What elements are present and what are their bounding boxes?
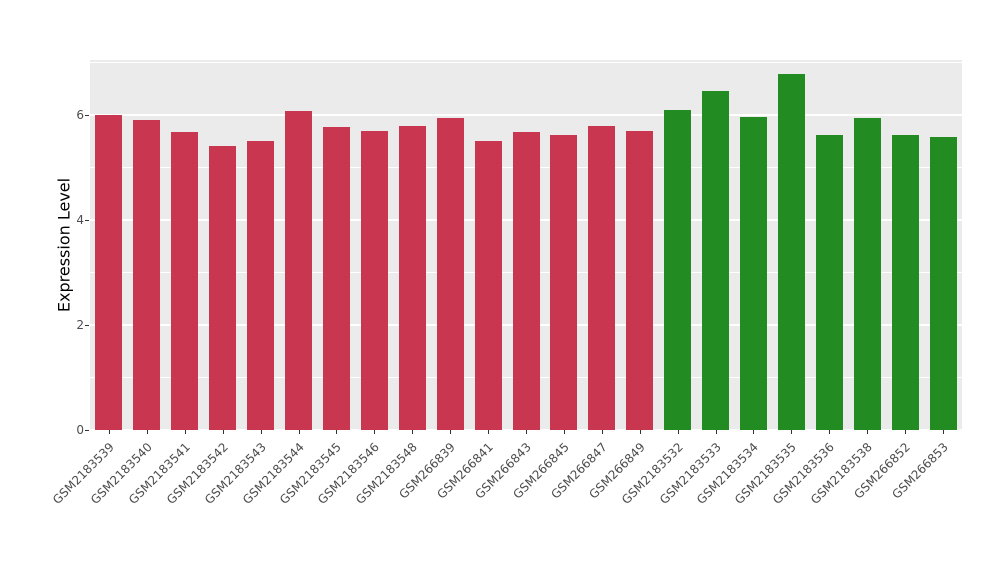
bar — [854, 118, 881, 430]
x-tick-mark — [109, 430, 110, 434]
x-tick-mark — [602, 430, 603, 434]
bar — [171, 132, 198, 430]
y-tick-label: 4 — [76, 213, 84, 228]
bar — [740, 117, 767, 430]
bar — [664, 110, 691, 430]
x-tick-mark — [829, 430, 830, 434]
bar — [778, 74, 805, 430]
x-tick-mark — [716, 430, 717, 434]
x-tick-mark — [374, 430, 375, 434]
x-tick-mark — [185, 430, 186, 434]
x-tick-mark — [867, 430, 868, 434]
bar — [475, 141, 502, 430]
bar — [133, 120, 160, 430]
x-tick-mark — [905, 430, 906, 434]
x-tick-mark — [299, 430, 300, 434]
bar — [437, 118, 464, 430]
bar — [361, 131, 388, 430]
bar — [930, 137, 957, 430]
x-tick-mark — [223, 430, 224, 434]
bar — [588, 126, 615, 430]
bar — [323, 127, 350, 430]
bar — [626, 131, 653, 430]
gridline-minor — [90, 62, 962, 64]
bar — [95, 115, 122, 430]
x-tick-mark — [450, 430, 451, 434]
y-tick-label: 2 — [76, 318, 84, 333]
x-tick-mark — [640, 430, 641, 434]
y-tick-mark — [85, 325, 89, 327]
x-tick-mark — [412, 430, 413, 434]
gridline-major — [90, 114, 962, 117]
bar — [513, 132, 540, 430]
x-tick-mark — [147, 430, 148, 434]
x-tick-mark — [943, 430, 944, 434]
y-tick-mark — [85, 115, 89, 117]
y-axis-title: Expression Level — [54, 177, 74, 313]
x-tick-mark — [336, 430, 337, 434]
bar — [285, 111, 312, 430]
y-tick-mark — [85, 220, 89, 222]
x-tick-mark — [261, 430, 262, 434]
bar — [209, 146, 236, 430]
x-tick-mark — [678, 430, 679, 434]
bar — [702, 91, 729, 430]
x-tick-mark — [564, 430, 565, 434]
bar — [816, 135, 843, 430]
bar — [550, 135, 577, 430]
x-tick-mark — [791, 430, 792, 434]
bar — [892, 135, 919, 430]
plot-panel — [90, 60, 962, 431]
x-tick-mark — [753, 430, 754, 434]
x-tick-mark — [488, 430, 489, 434]
y-tick-mark — [85, 430, 89, 431]
x-tick-mark — [526, 430, 527, 434]
bar — [399, 126, 426, 430]
y-tick-label: 6 — [76, 108, 84, 123]
y-tick-label: 0 — [76, 423, 84, 437]
bar — [247, 141, 274, 430]
